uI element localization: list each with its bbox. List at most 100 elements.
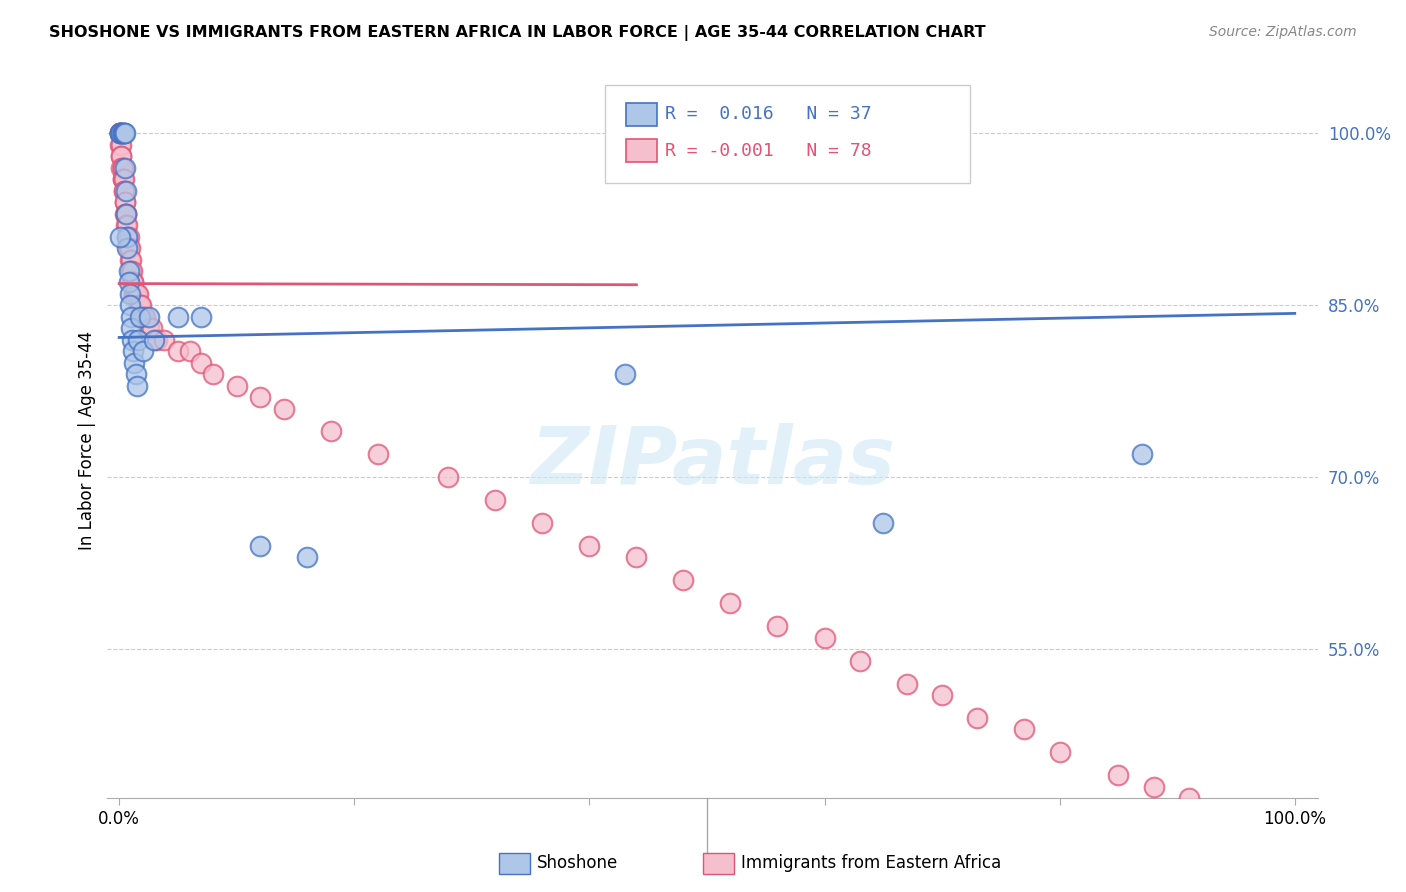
Point xyxy=(121,276,143,290)
Point xyxy=(167,344,190,359)
Point xyxy=(121,264,143,278)
Point xyxy=(110,149,132,163)
Point xyxy=(110,127,132,141)
Point xyxy=(966,711,988,725)
Point xyxy=(190,356,212,370)
Text: SHOSHONE VS IMMIGRANTS FROM EASTERN AFRICA IN LABOR FORCE | AGE 35-44 CORRELATIO: SHOSHONE VS IMMIGRANTS FROM EASTERN AFRI… xyxy=(49,25,986,41)
Point xyxy=(117,241,139,255)
Point xyxy=(118,286,141,301)
Point xyxy=(437,470,460,484)
Point xyxy=(249,390,271,404)
Point xyxy=(112,127,135,141)
Point xyxy=(1178,791,1201,805)
Point xyxy=(813,631,835,645)
Point xyxy=(131,310,153,324)
Point xyxy=(249,539,271,553)
Point xyxy=(117,241,139,255)
Point xyxy=(110,161,132,175)
Point xyxy=(141,321,163,335)
Point xyxy=(117,276,139,290)
Point xyxy=(129,310,152,324)
Point xyxy=(138,321,160,335)
Point xyxy=(896,676,918,690)
Point xyxy=(110,127,132,141)
Point xyxy=(124,356,146,370)
Text: Source: ZipAtlas.com: Source: ZipAtlas.com xyxy=(1209,25,1357,39)
Point xyxy=(115,218,138,232)
Point xyxy=(367,447,389,461)
Point xyxy=(110,127,132,141)
Point xyxy=(273,401,295,416)
Y-axis label: In Labor Force | Age 35-44: In Labor Force | Age 35-44 xyxy=(79,330,96,549)
Point xyxy=(110,149,132,163)
Point xyxy=(115,207,138,221)
Point xyxy=(167,310,190,324)
Point xyxy=(115,207,138,221)
Point xyxy=(110,127,132,141)
Point xyxy=(1049,745,1071,759)
Point xyxy=(120,310,142,324)
Point xyxy=(118,241,141,255)
Point xyxy=(297,550,319,565)
Point xyxy=(129,298,152,312)
Point xyxy=(112,127,135,141)
Point xyxy=(110,137,132,152)
Point xyxy=(319,425,342,439)
Point xyxy=(117,264,139,278)
Point xyxy=(531,516,554,530)
Point xyxy=(1107,768,1129,782)
Point xyxy=(127,333,149,347)
Point xyxy=(114,195,136,210)
Point xyxy=(578,539,600,553)
Point xyxy=(128,298,150,312)
Point xyxy=(225,378,247,392)
Point xyxy=(111,127,134,141)
Point xyxy=(202,367,225,381)
Point xyxy=(120,321,142,335)
Point xyxy=(1236,814,1258,828)
Point xyxy=(1130,447,1153,461)
Point xyxy=(1213,803,1236,817)
Point xyxy=(111,161,134,175)
Point xyxy=(145,333,167,347)
Point xyxy=(131,344,153,359)
Point xyxy=(720,596,742,610)
Point xyxy=(179,344,201,359)
Point xyxy=(110,137,132,152)
Point xyxy=(112,184,135,198)
Point xyxy=(121,333,143,347)
Point xyxy=(117,229,139,244)
Point xyxy=(111,172,134,186)
Point xyxy=(110,127,132,141)
Point xyxy=(131,298,153,312)
Point xyxy=(114,207,136,221)
Point xyxy=(125,378,148,392)
Text: Immigrants from Eastern Africa: Immigrants from Eastern Africa xyxy=(741,855,1001,872)
Point xyxy=(872,516,894,530)
Point xyxy=(125,286,148,301)
Point xyxy=(115,184,138,198)
Point xyxy=(124,286,146,301)
Point xyxy=(153,333,176,347)
Point xyxy=(110,127,132,141)
Point xyxy=(766,619,789,633)
Point xyxy=(114,161,136,175)
Point xyxy=(124,367,146,381)
Point xyxy=(626,550,648,565)
Point xyxy=(120,264,142,278)
Point xyxy=(127,286,149,301)
Point xyxy=(124,286,146,301)
Text: Shoshone: Shoshone xyxy=(537,855,619,872)
Point xyxy=(143,333,166,347)
Point xyxy=(134,310,156,324)
Point xyxy=(111,127,134,141)
Point xyxy=(484,493,506,508)
Point xyxy=(1260,825,1282,839)
Point xyxy=(190,310,212,324)
Point xyxy=(1143,780,1166,794)
Point xyxy=(114,195,136,210)
Point xyxy=(124,286,146,301)
Point xyxy=(111,161,134,175)
Text: R =  0.016   N = 37: R = 0.016 N = 37 xyxy=(665,105,872,123)
Point xyxy=(120,252,142,267)
